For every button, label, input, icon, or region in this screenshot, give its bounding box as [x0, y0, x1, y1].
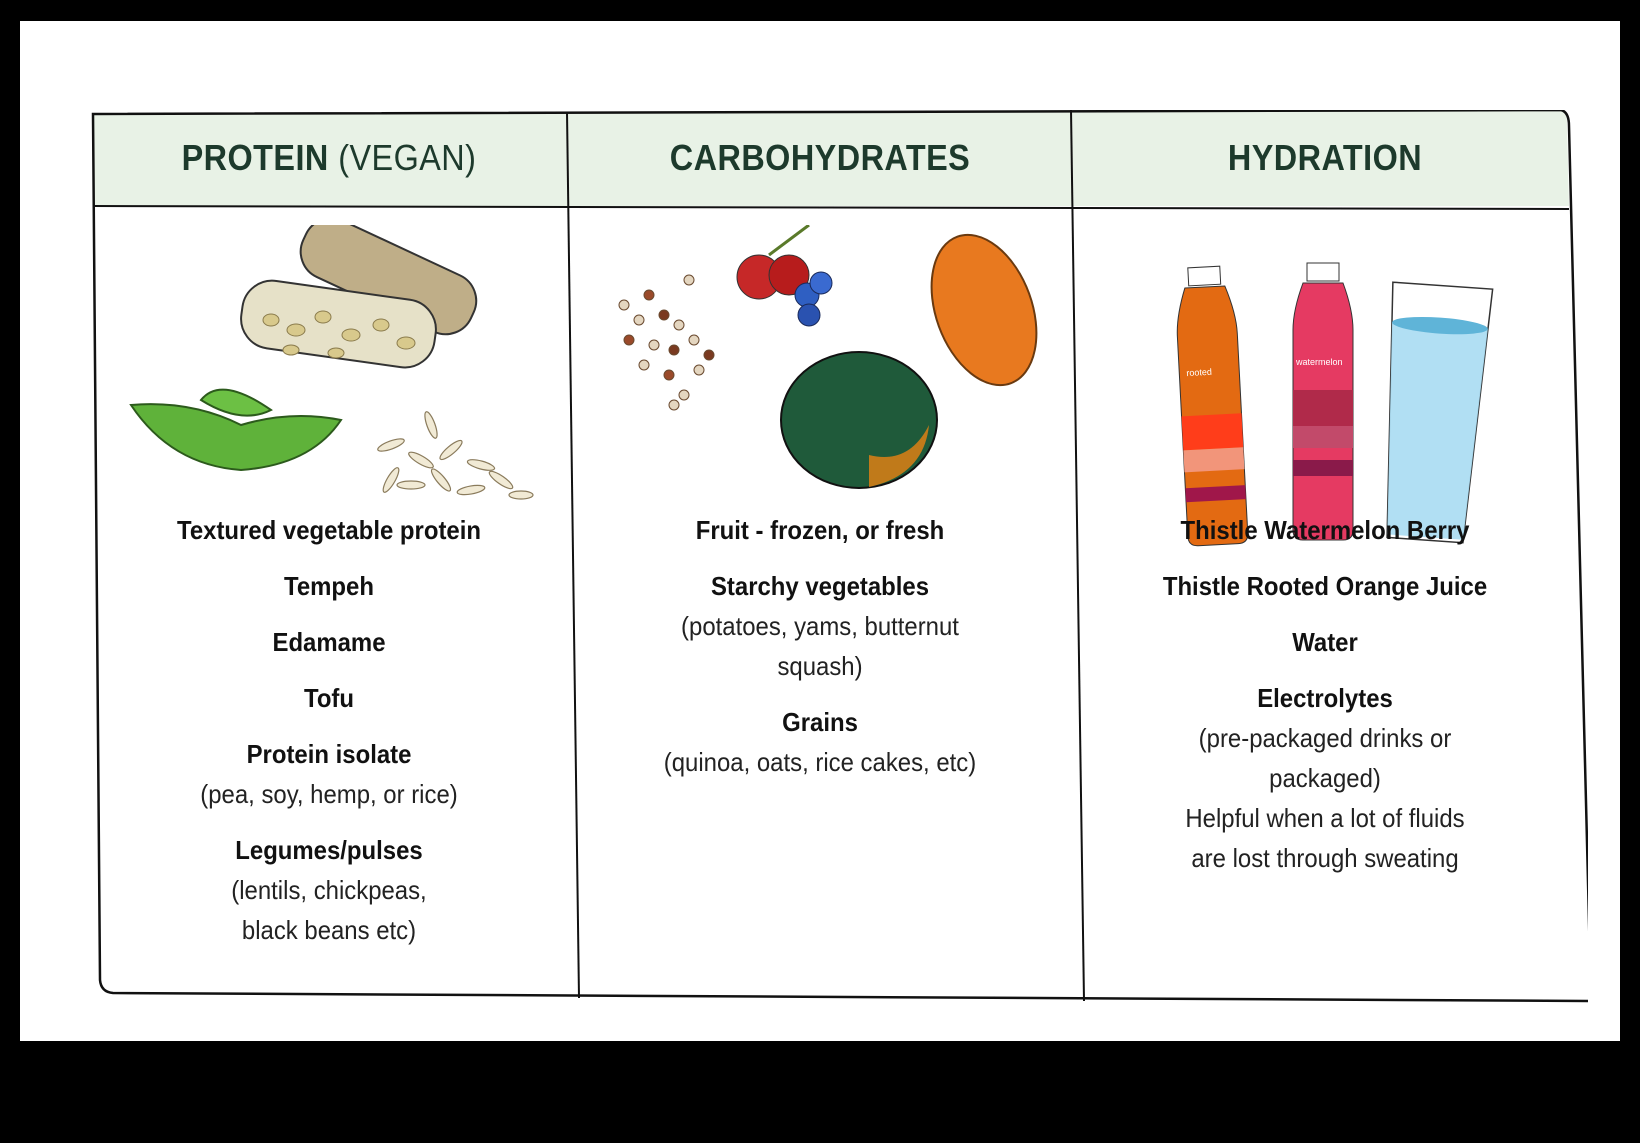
item-title: Thistle Watermelon Berry [1180, 515, 1470, 545]
list-item: Tofu [91, 678, 567, 718]
item-title: Starchy vegetables [710, 571, 930, 601]
item-title: Tempeh [284, 571, 374, 601]
item-title: Grains [782, 707, 858, 737]
list-item: Protein isolate (pea, soy, hemp, or rice) [91, 734, 567, 814]
item-title: Electrolytes [1257, 683, 1393, 713]
bottle-label: watermelon [1295, 357, 1343, 367]
column-hydration: HYDRATION rooted watermelon Thistle Wate [1073, 110, 1577, 1007]
item-detail: (potatoes, yams, butternut [681, 611, 959, 641]
column-header-protein: PROTEIN (VEGAN) [115, 110, 543, 206]
list-item: Legumes/pulses (lentils, chickpeas, black … [91, 830, 567, 950]
header-suffix: (VEGAN) [338, 137, 477, 178]
column-header-carbohydrates: CARBOHYDRATES [594, 110, 1046, 206]
list-item: Grains (quinoa, oats, rice cakes, etc) [569, 702, 1071, 782]
header-title: PROTEIN [181, 137, 329, 178]
list-item: Thistle Rooted Orange Juice [1073, 566, 1577, 606]
list-item: Thistle Watermelon Berry [1073, 510, 1577, 550]
item-title: Tofu [303, 683, 355, 713]
column-carbohydrates: CARBOHYDRATES Fruit - frozen, or fresh S… [569, 110, 1071, 1007]
hydration-list: Thistle Watermelon Berry Thistle Rooted … [1073, 510, 1577, 894]
item-detail: packaged) [1269, 763, 1381, 793]
column-protein: PROTEIN (VEGAN) Textured vegetable prote… [91, 110, 567, 1007]
list-item: Starchy vegetables (potatoes, yams, butte… [569, 566, 1071, 686]
list-item: Electrolytes (pre-packaged drinks or packa… [1073, 678, 1577, 878]
list-item: Water [1073, 622, 1577, 662]
item-detail: (pea, soy, hemp, or rice) [200, 779, 458, 809]
orange-bottle-icon: rooted [1176, 265, 1249, 547]
hydration-illustration: rooted watermelon [1176, 262, 1494, 547]
item-detail: (quinoa, oats, rice cakes, etc) [663, 747, 977, 777]
item-detail: (pre-packaged drinks or [1198, 723, 1452, 753]
nutrition-table: PROTEIN (VEGAN) Textured vegetable prote… [91, 110, 1588, 1007]
item-title: Textured vegetable protein [177, 515, 481, 545]
header-title: CARBOHYDRATES [669, 137, 971, 178]
carbohydrate-foods-illustration [618, 225, 1038, 489]
carbohydrates-list: Fruit - frozen, or fresh Starchy vegetab… [569, 510, 1071, 798]
watermelon-bottle-icon: watermelon [1292, 262, 1354, 541]
list-item: Textured vegetable protein [91, 510, 567, 550]
item-detail: (lentils, chickpeas, [231, 875, 427, 905]
table-frame [91, 110, 1588, 1003]
grains-icon [618, 274, 715, 411]
item-title: Water [1292, 627, 1358, 657]
squash-icon [780, 351, 938, 489]
column-header-hydration: HYDRATION [1098, 110, 1552, 206]
protein-foods-illustration [129, 225, 534, 500]
fruit-icon [736, 225, 833, 327]
item-detail: squash) [777, 651, 863, 681]
item-detail: black beans etc) [241, 915, 417, 945]
list-item: Edamame [91, 622, 567, 662]
list-item: Tempeh [91, 566, 567, 606]
item-detail: are lost through sweating [1191, 843, 1459, 873]
item-detail: Helpful when a lot of fluids [1185, 803, 1465, 833]
header-title: HYDRATION [1227, 137, 1423, 178]
rice-icon [377, 411, 534, 500]
list-item: Fruit - frozen, or fresh [569, 510, 1071, 550]
water-glass-icon [1386, 281, 1494, 544]
item-title: Edamame [272, 627, 386, 657]
protein-list: Textured vegetable protein Tempeh Edamam… [91, 510, 567, 966]
tempeh-icon [240, 225, 478, 369]
page-panel: PROTEIN (VEGAN) Textured vegetable prote… [20, 21, 1620, 1041]
bottle-label: rooted [1186, 367, 1212, 378]
item-title: Protein isolate [246, 739, 412, 769]
sweet-potato-icon [930, 233, 1038, 387]
item-title: Legumes/pulses [235, 835, 423, 865]
edamame-icon [129, 388, 343, 472]
item-title: Fruit - frozen, or fresh [695, 515, 945, 545]
item-title: Thistle Rooted Orange Juice [1162, 571, 1488, 601]
